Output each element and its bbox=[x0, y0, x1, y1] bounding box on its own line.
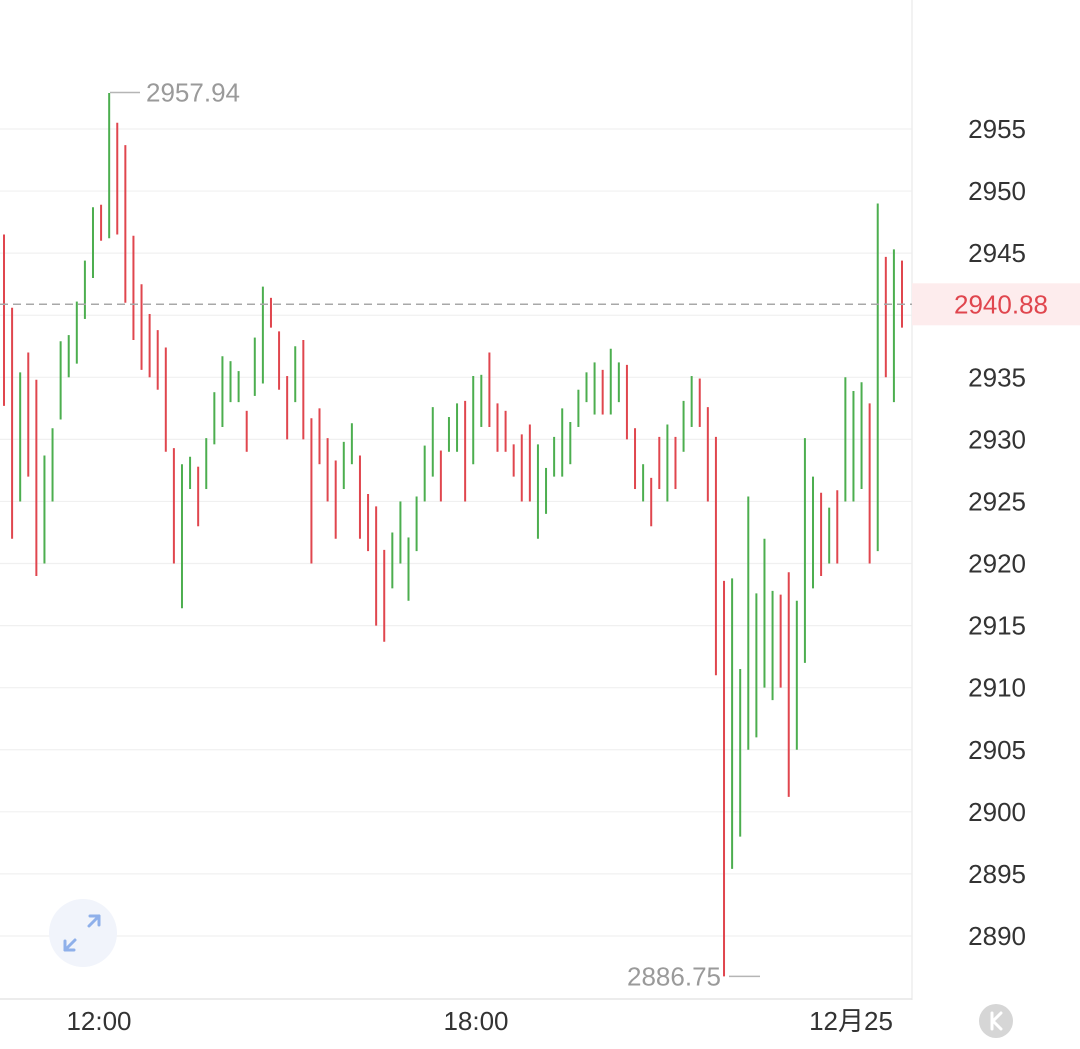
candle-series bbox=[3, 92, 903, 977]
y-tick-label: 2895 bbox=[968, 859, 1026, 889]
y-tick-label: 2935 bbox=[968, 362, 1026, 392]
y-tick-label: 2905 bbox=[968, 735, 1026, 765]
y-tick-label: 2915 bbox=[968, 611, 1026, 641]
expand-chart-button[interactable] bbox=[49, 899, 117, 967]
y-axis: 2955295029452940293529302925292029152910… bbox=[968, 114, 1026, 951]
high-value-label: 2957.94 bbox=[146, 77, 240, 107]
grid-lines bbox=[0, 128, 912, 937]
last-price-tag: 2940.88 bbox=[912, 283, 1080, 326]
x-tick-label: 18:00 bbox=[443, 1006, 508, 1036]
y-tick-label: 2945 bbox=[968, 238, 1026, 268]
low-value-label: 2886.75 bbox=[627, 961, 721, 991]
last-price-label: 2940.88 bbox=[954, 289, 1048, 319]
k-line-button[interactable] bbox=[979, 1004, 1013, 1038]
y-tick-label: 2920 bbox=[968, 549, 1026, 579]
last-price-tag-bg bbox=[912, 283, 1080, 326]
y-tick-label: 2925 bbox=[968, 486, 1026, 516]
high-annotation: 2957.94 bbox=[110, 77, 240, 107]
y-tick-label: 2890 bbox=[968, 921, 1026, 951]
x-tick-label: 12:00 bbox=[66, 1006, 131, 1036]
y-tick-label: 2955 bbox=[968, 114, 1026, 144]
low-annotation: 2886.75 bbox=[627, 961, 760, 991]
k-icon bbox=[990, 1011, 1003, 1031]
y-tick-label: 2910 bbox=[968, 673, 1026, 703]
x-axis: 12:00 18:00 12月25 bbox=[66, 1006, 892, 1036]
y-tick-label: 2930 bbox=[968, 424, 1026, 454]
y-tick-label: 2950 bbox=[968, 176, 1026, 206]
x-tick-label: 12月25 bbox=[809, 1006, 893, 1036]
expand-icon bbox=[63, 914, 101, 952]
y-tick-label: 2900 bbox=[968, 797, 1026, 827]
